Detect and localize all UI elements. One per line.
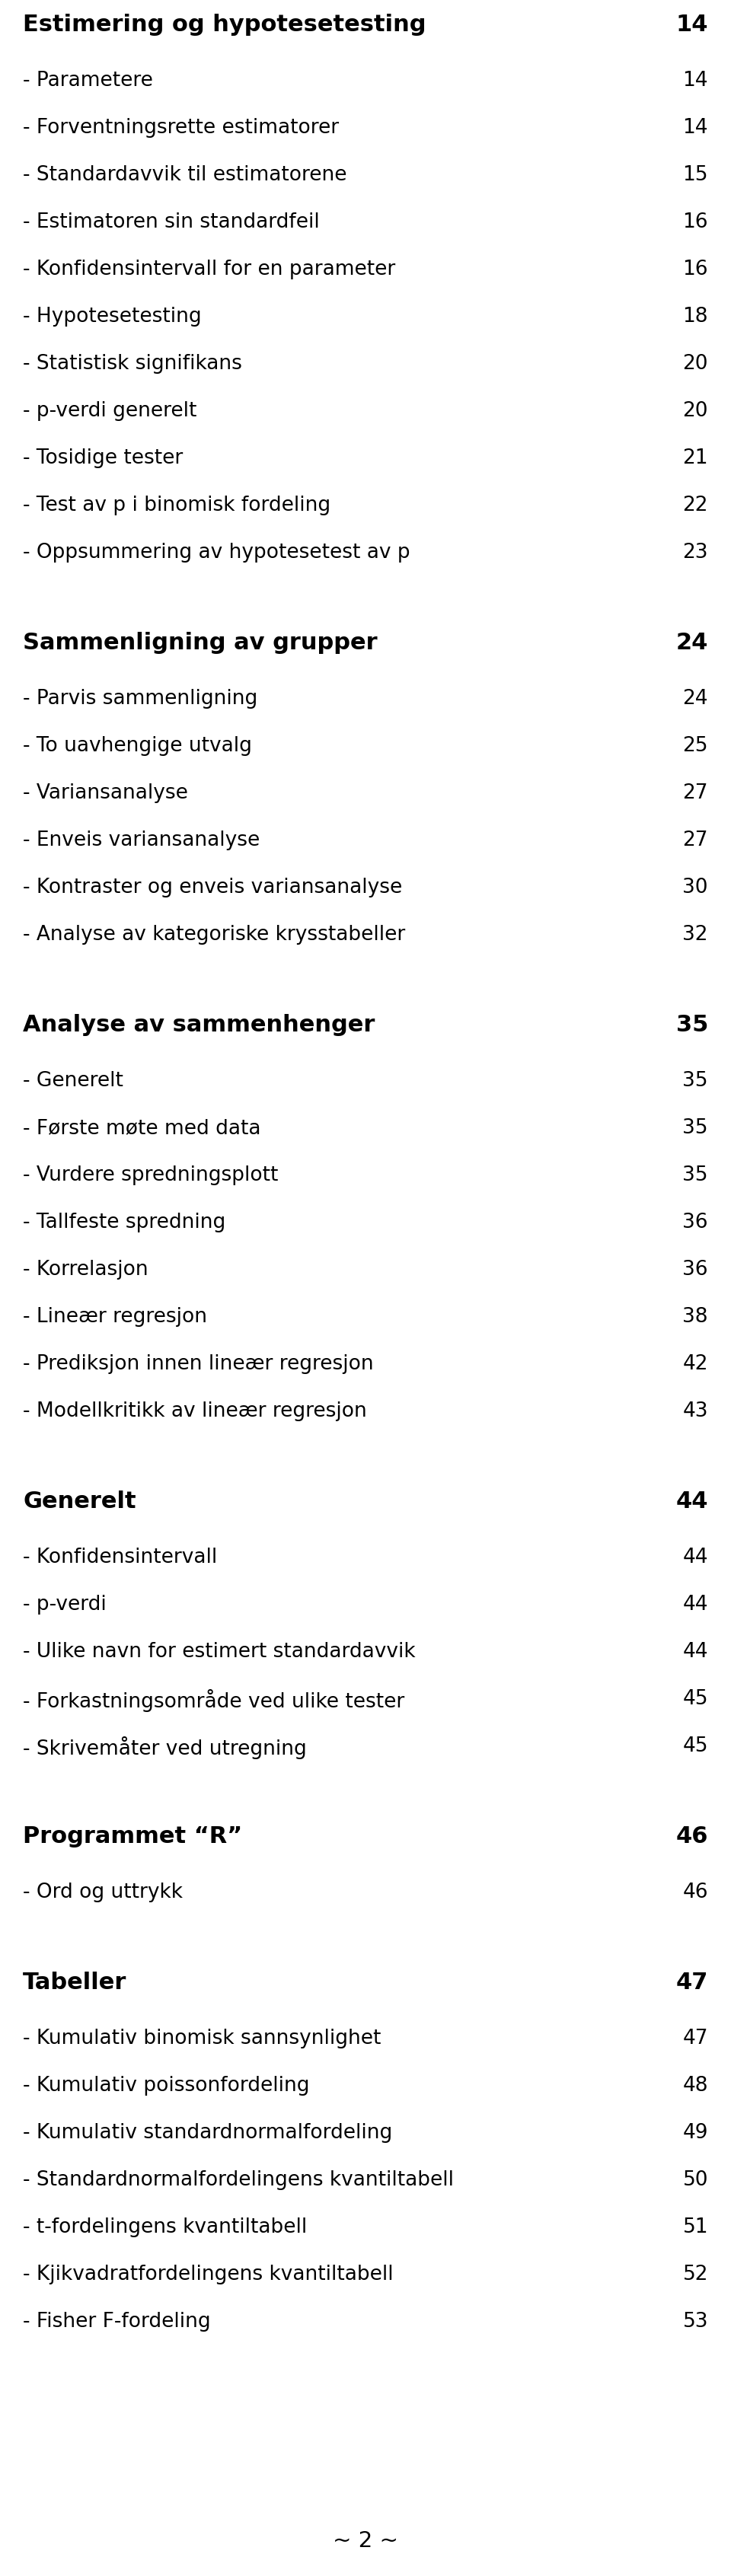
Text: 44: 44 xyxy=(683,1548,708,1566)
Text: 15: 15 xyxy=(683,165,708,185)
Text: - Test av p i binomisk fordeling: - Test av p i binomisk fordeling xyxy=(23,495,330,515)
Text: - Kjikvadratfordelingens kvantiltabell: - Kjikvadratfordelingens kvantiltabell xyxy=(23,2264,393,2285)
Text: 18: 18 xyxy=(683,307,708,327)
Text: 47: 47 xyxy=(676,1971,708,1994)
Text: 14: 14 xyxy=(683,70,708,90)
Text: - Oppsummering av hypotesetest av p: - Oppsummering av hypotesetest av p xyxy=(23,544,410,562)
Text: - Modellkritikk av lineær regresjon: - Modellkritikk av lineær regresjon xyxy=(23,1401,367,1422)
Text: 46: 46 xyxy=(675,1826,708,1847)
Text: 46: 46 xyxy=(683,1883,708,1901)
Text: - Estimatoren sin standardfeil: - Estimatoren sin standardfeil xyxy=(23,211,319,232)
Text: - Konfidensintervall: - Konfidensintervall xyxy=(23,1548,217,1566)
Text: Analyse av sammenhenger: Analyse av sammenhenger xyxy=(23,1015,375,1036)
Text: - Standardnormalfordelingens kvantiltabell: - Standardnormalfordelingens kvantiltabe… xyxy=(23,2169,454,2190)
Text: - Kumulativ standardnormalfordeling: - Kumulativ standardnormalfordeling xyxy=(23,2123,393,2143)
Text: - p-verdi: - p-verdi xyxy=(23,1595,107,1615)
Text: 47: 47 xyxy=(683,2030,708,2048)
Text: - Første møte med data: - Første møte med data xyxy=(23,1118,261,1139)
Text: 14: 14 xyxy=(675,13,708,36)
Text: 14: 14 xyxy=(683,118,708,137)
Text: - Tosidige tester: - Tosidige tester xyxy=(23,448,183,469)
Text: - Vurdere spredningsplott: - Vurdere spredningsplott xyxy=(23,1164,279,1185)
Text: - Forventningsrette estimatorer: - Forventningsrette estimatorer xyxy=(23,118,339,137)
Text: - Ord og uttrykk: - Ord og uttrykk xyxy=(23,1883,183,1901)
Text: - Parametere: - Parametere xyxy=(23,70,153,90)
Text: 42: 42 xyxy=(683,1355,708,1373)
Text: Programmet “R”: Programmet “R” xyxy=(23,1826,243,1847)
Text: 16: 16 xyxy=(683,211,708,232)
Text: - Hypotesetesting: - Hypotesetesting xyxy=(23,307,202,327)
Text: - Forkastningsområde ved ulike tester: - Forkastningsområde ved ulike tester xyxy=(23,1690,404,1713)
Text: - Standardavvik til estimatorene: - Standardavvik til estimatorene xyxy=(23,165,346,185)
Text: - Kontraster og enveis variansanalyse: - Kontraster og enveis variansanalyse xyxy=(23,878,402,896)
Text: 35: 35 xyxy=(683,1118,708,1139)
Text: - Kumulativ poissonfordeling: - Kumulativ poissonfordeling xyxy=(23,2076,309,2097)
Text: - Generelt: - Generelt xyxy=(23,1072,124,1090)
Text: 27: 27 xyxy=(683,829,708,850)
Text: 22: 22 xyxy=(683,495,708,515)
Text: Sammenligning av grupper: Sammenligning av grupper xyxy=(23,631,377,654)
Text: - Konfidensintervall for en parameter: - Konfidensintervall for en parameter xyxy=(23,260,395,278)
Text: 20: 20 xyxy=(683,353,708,374)
Text: 48: 48 xyxy=(683,2076,708,2097)
Text: - p-verdi generelt: - p-verdi generelt xyxy=(23,402,197,420)
Text: 27: 27 xyxy=(683,783,708,804)
Text: - To uavhengige utvalg: - To uavhengige utvalg xyxy=(23,737,252,755)
Text: - Skrivemåter ved utregning: - Skrivemåter ved utregning xyxy=(23,1736,307,1759)
Text: - Lineær regresjon: - Lineær regresjon xyxy=(23,1306,207,1327)
Text: ~ 2 ~: ~ 2 ~ xyxy=(333,2530,398,2553)
Text: - Parvis sammenligning: - Parvis sammenligning xyxy=(23,688,257,708)
Text: 36: 36 xyxy=(683,1213,708,1231)
Text: Estimering og hypotesetesting: Estimering og hypotesetesting xyxy=(23,13,426,36)
Text: - Kumulativ binomisk sannsynlighet: - Kumulativ binomisk sannsynlighet xyxy=(23,2030,381,2048)
Text: 25: 25 xyxy=(683,737,708,755)
Text: 44: 44 xyxy=(683,1641,708,1662)
Text: - Ulike navn for estimert standardavvik: - Ulike navn for estimert standardavvik xyxy=(23,1641,415,1662)
Text: 38: 38 xyxy=(683,1306,708,1327)
Text: - Fisher F-fordeling: - Fisher F-fordeling xyxy=(23,2311,211,2331)
Text: 45: 45 xyxy=(683,1736,708,1757)
Text: - Variansanalyse: - Variansanalyse xyxy=(23,783,188,804)
Text: 36: 36 xyxy=(683,1260,708,1280)
Text: 45: 45 xyxy=(683,1690,708,1708)
Text: 24: 24 xyxy=(676,631,708,654)
Text: 50: 50 xyxy=(683,2169,708,2190)
Text: - Statistisk signifikans: - Statistisk signifikans xyxy=(23,353,242,374)
Text: - Analyse av kategoriske krysstabeller: - Analyse av kategoriske krysstabeller xyxy=(23,925,405,945)
Text: 24: 24 xyxy=(683,688,708,708)
Text: 51: 51 xyxy=(683,2218,708,2236)
Text: 35: 35 xyxy=(683,1164,708,1185)
Text: - Enveis variansanalyse: - Enveis variansanalyse xyxy=(23,829,260,850)
Text: Generelt: Generelt xyxy=(23,1492,136,1512)
Text: - t-fordelingens kvantiltabell: - t-fordelingens kvantiltabell xyxy=(23,2218,307,2236)
Text: 23: 23 xyxy=(683,544,708,562)
Text: 53: 53 xyxy=(683,2311,708,2331)
Text: 52: 52 xyxy=(683,2264,708,2285)
Text: 16: 16 xyxy=(683,260,708,278)
Text: - Tallfeste spredning: - Tallfeste spredning xyxy=(23,1213,226,1231)
Text: Tabeller: Tabeller xyxy=(23,1971,126,1994)
Text: 44: 44 xyxy=(675,1492,708,1512)
Text: 49: 49 xyxy=(683,2123,708,2143)
Text: - Korrelasjon: - Korrelasjon xyxy=(23,1260,148,1280)
Text: 21: 21 xyxy=(683,448,708,469)
Text: 35: 35 xyxy=(676,1015,708,1036)
Text: 44: 44 xyxy=(683,1595,708,1615)
Text: 32: 32 xyxy=(683,925,708,945)
Text: - Prediksjon innen lineær regresjon: - Prediksjon innen lineær regresjon xyxy=(23,1355,374,1373)
Text: 20: 20 xyxy=(683,402,708,420)
Text: 43: 43 xyxy=(683,1401,708,1422)
Text: 35: 35 xyxy=(683,1072,708,1090)
Text: 30: 30 xyxy=(683,878,708,896)
